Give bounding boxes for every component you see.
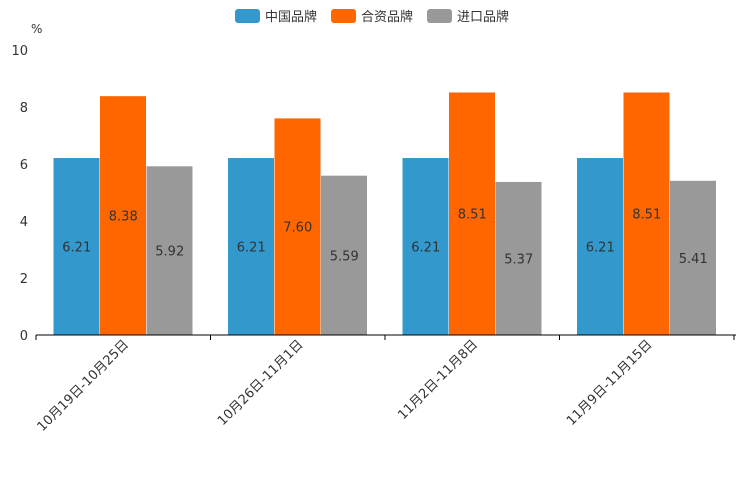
x-tick-label: 11月2日-11月8日 bbox=[395, 337, 481, 423]
data-label: 8.38 bbox=[109, 210, 138, 225]
x-tick-label: 10月26日-11月1日 bbox=[215, 337, 307, 429]
legend-label-import-brand: 进口品牌 bbox=[457, 10, 510, 25]
data-label: 5.92 bbox=[155, 245, 184, 260]
y-tick-label: 8 bbox=[20, 101, 28, 116]
y-tick-label: 2 bbox=[20, 272, 28, 287]
y-tick-label: 0 bbox=[20, 329, 28, 344]
data-label: 6.21 bbox=[411, 241, 440, 256]
y-axis-unit: % bbox=[31, 22, 43, 36]
bar bbox=[321, 175, 367, 335]
bar bbox=[274, 118, 321, 336]
x-tick-label: 11月9日-11月15日 bbox=[564, 337, 656, 429]
data-label: 6.21 bbox=[62, 241, 91, 256]
data-label: 8.51 bbox=[458, 208, 487, 223]
data-label: 5.37 bbox=[504, 252, 533, 267]
bar bbox=[670, 180, 716, 335]
data-label: 7.60 bbox=[283, 221, 312, 236]
data-label: 5.59 bbox=[330, 249, 359, 264]
bar bbox=[402, 158, 449, 335]
legend-label-jv-brand: 合资品牌 bbox=[360, 10, 413, 25]
legend-swatch-import-brand bbox=[427, 8, 452, 23]
data-label: 6.21 bbox=[586, 241, 615, 256]
bar bbox=[577, 158, 623, 335]
bar bbox=[495, 181, 542, 335]
bar bbox=[623, 92, 670, 335]
x-tick-label: 10月19日-10月25日 bbox=[35, 337, 132, 434]
y-tick-label: 10 bbox=[11, 44, 28, 59]
legend-label-china-brand: 中国品牌 bbox=[264, 10, 317, 25]
y-tick-label: 4 bbox=[20, 215, 28, 230]
bar bbox=[449, 92, 495, 335]
data-label: 6.21 bbox=[237, 241, 266, 256]
y-tick-label: 6 bbox=[20, 158, 28, 173]
legend: 中国品牌 合资品牌 进口品牌 bbox=[0, 6, 744, 25]
data-label: 5.41 bbox=[679, 252, 708, 267]
legend-item-jv-brand[interactable]: 合资品牌 bbox=[330, 6, 413, 25]
bar bbox=[228, 158, 274, 335]
legend-swatch-china-brand bbox=[234, 8, 260, 23]
legend-swatch-jv-brand bbox=[330, 8, 356, 23]
legend-item-china-brand[interactable]: 中国品牌 bbox=[234, 6, 317, 25]
bar bbox=[53, 158, 100, 335]
data-label: 8.51 bbox=[632, 208, 661, 223]
legend-item-import-brand[interactable]: 进口品牌 bbox=[427, 6, 509, 25]
bar bbox=[146, 166, 193, 335]
bar bbox=[100, 96, 146, 335]
